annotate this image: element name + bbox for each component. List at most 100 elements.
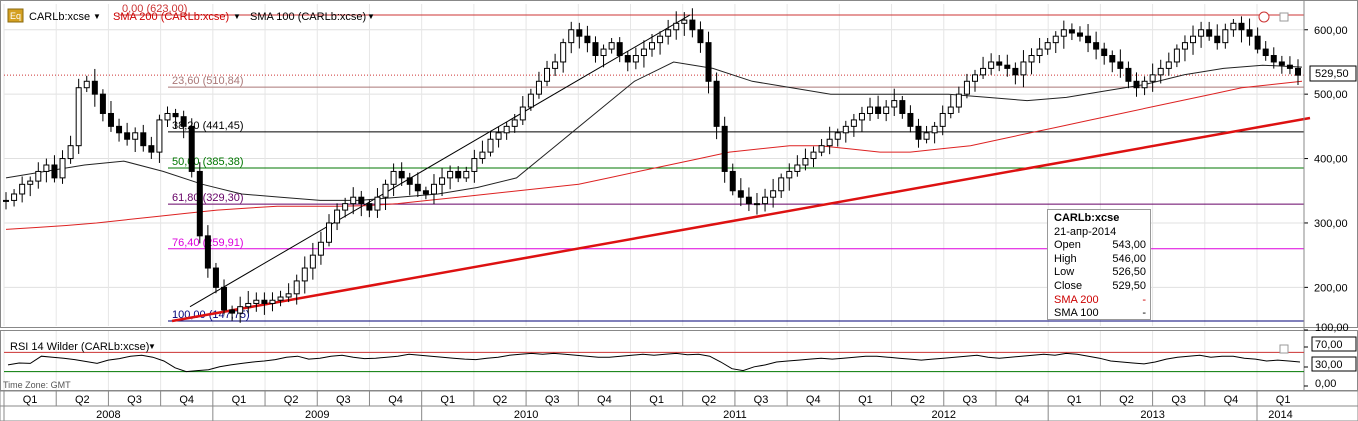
quarter-label: Q4 (1015, 394, 1030, 406)
candle-body (180, 116, 187, 127)
candle-body (1060, 29, 1067, 37)
year-label: 2010 (514, 409, 538, 421)
candle-body (124, 132, 131, 140)
legend-sma200[interactable]: SMA 200 (CARLb:xcse) (113, 11, 229, 23)
eq-icon[interactable] (7, 8, 24, 23)
candle-body (972, 74, 978, 82)
candle-body (681, 19, 688, 24)
candle-body (1198, 29, 1205, 37)
candle-body (116, 125, 123, 134)
quarter-label: Q2 (75, 394, 90, 406)
info-row-high: High 546,00 (1054, 252, 1146, 265)
candle-body (366, 203, 373, 211)
candle-body (1117, 61, 1124, 69)
candle-body (592, 42, 599, 57)
candle-body (19, 183, 26, 195)
legend-sma100[interactable]: SMA 100 (CARLb:xcse) (250, 11, 366, 23)
candle-body (955, 93, 962, 108)
candle-body (616, 42, 623, 57)
y-tick-label: 200,00 (1314, 282, 1348, 294)
candle-body (770, 190, 777, 198)
candle-body (632, 55, 639, 63)
candle-body (721, 125, 728, 172)
info-box-date: 21-апр-2014 (1054, 225, 1117, 238)
candle-body (640, 48, 647, 57)
candle-body (1254, 35, 1261, 50)
candle-body (963, 80, 970, 95)
quarter-label: Q1 (23, 394, 38, 406)
candle-body (1165, 61, 1172, 69)
sma200-line (5, 80, 1303, 230)
fibonacci-label: 0,00 (623,00) (122, 3, 187, 15)
y-tick-label: 400,00 (1314, 154, 1348, 166)
candle-body (277, 296, 284, 301)
chevron-down-icon[interactable]: ▼ (93, 12, 101, 21)
candle-body (447, 170, 454, 179)
candle-body (834, 132, 841, 140)
candle-body (229, 309, 236, 314)
legend-main-series[interactable]: CARLb:xcse (29, 11, 90, 23)
candle-body (342, 203, 349, 211)
year-label: 2012 (932, 409, 956, 421)
last-price-value: 529,50 (1315, 68, 1349, 80)
candle-body (3, 199, 9, 202)
candle-body (1270, 55, 1277, 63)
candle-body (850, 119, 857, 127)
chevron-down-icon[interactable]: ▼ (233, 12, 241, 21)
candle-body (1141, 80, 1148, 89)
y-tick-label: 600,00 (1314, 25, 1348, 37)
quarter-label: Q1 (649, 394, 664, 406)
candle-body (1125, 67, 1132, 82)
candle-body (778, 177, 785, 192)
candle-body (1109, 55, 1116, 63)
candle-body (301, 267, 308, 282)
candle-body (996, 61, 1003, 66)
maximize-icon[interactable] (1279, 12, 1289, 22)
candle-body (164, 112, 171, 121)
candle-body (479, 151, 486, 160)
quarter-label: Q2 (1119, 394, 1134, 406)
candle-body (188, 125, 195, 172)
candle-body (762, 196, 769, 205)
candle-body (1133, 80, 1140, 89)
quarter-label: Q3 (754, 394, 769, 406)
quarter-label: Q3 (1171, 394, 1186, 406)
candle-body (334, 209, 341, 224)
candle-body (600, 48, 607, 57)
quarter-label: Q1 (440, 394, 455, 406)
candle-body (350, 196, 357, 205)
candle-body (261, 299, 268, 304)
candle-body (705, 42, 712, 82)
quarter-label: Q3 (336, 394, 351, 406)
candle-body (713, 80, 720, 127)
candle-body (988, 61, 995, 69)
candle-body (406, 177, 413, 185)
candle-body (1278, 61, 1285, 66)
candle-body (1230, 22, 1237, 31)
candle-body (503, 125, 510, 134)
quarter-label: Q4 (179, 394, 194, 406)
candle-body (430, 183, 437, 195)
candle-body (729, 170, 736, 192)
candle-body (907, 112, 914, 127)
rsi-label[interactable]: RSI 14 Wilder (CARLb:xcse) (10, 341, 149, 353)
chevron-down-icon[interactable]: ▼ (367, 12, 375, 21)
candle-body (649, 42, 655, 50)
clock-icon[interactable] (1258, 11, 1270, 23)
rsi-tick-label: 0,00 (1315, 378, 1336, 390)
rsi-maximize-icon[interactable] (1279, 344, 1289, 354)
quarter-label: Q4 (597, 394, 612, 406)
candle-body (156, 119, 163, 153)
candle-body (576, 29, 583, 37)
quarter-label: Q1 (1067, 394, 1082, 406)
candle-body (471, 158, 478, 172)
info-row-close: Close 529,50 (1054, 279, 1146, 292)
time-axis: Q1 Q2 Q3 Q4 Q1 Q2 Q3 Q4 Q1 Q2 Q3 Q4 Q1 Q2 Q3 Q4 Q1 Q2 Q3 Q4… (0, 390, 1358, 421)
year-label: 2011 (723, 409, 747, 421)
candle-body (883, 106, 890, 114)
candle-body (1004, 64, 1011, 69)
candle-body (511, 119, 518, 127)
chevron-down-icon[interactable]: ▼ (148, 342, 156, 351)
candle-body (826, 138, 833, 147)
